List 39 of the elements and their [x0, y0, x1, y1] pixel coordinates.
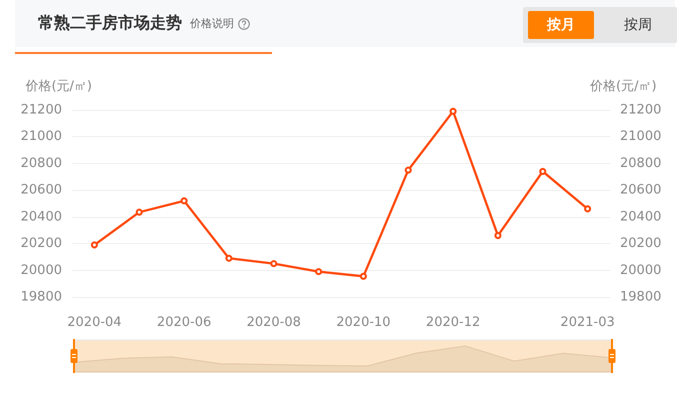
y2-tick-label: 19800	[620, 290, 662, 304]
y-tick-label: 20200	[20, 236, 62, 252]
y-tick-label: 19800	[20, 290, 62, 304]
y2-tick-label: 20800	[620, 156, 662, 171]
x-tick-label: 2021-03	[560, 315, 615, 330]
y2-tick-label: 20200	[620, 236, 662, 252]
y2-tick-label: 20000	[620, 262, 662, 278]
point	[270, 260, 278, 268]
point	[404, 166, 412, 174]
x-tick-label: 2020-04	[67, 315, 122, 330]
point	[450, 108, 457, 115]
point	[180, 197, 188, 204]
y-axis-title: 价格(元/㎡)	[24, 79, 92, 94]
x-tick-label: 2020-10	[336, 315, 391, 330]
chart-title: 常熟二手房市场走势	[38, 13, 182, 33]
toggle-button[interactable]: 按周	[605, 11, 671, 39]
point	[494, 232, 502, 240]
point	[136, 208, 143, 216]
y-tick-label: 20400	[20, 209, 62, 224]
point	[584, 205, 592, 212]
point	[90, 241, 98, 248]
point	[539, 168, 546, 175]
y2-tick-label: 21200	[620, 102, 662, 118]
x-tick-label: 2020-12	[426, 315, 480, 330]
y2-tick-label: 20400	[620, 209, 662, 224]
y-tick-label: 20000	[20, 262, 62, 278]
y-tick-label: 21200	[20, 102, 62, 118]
y2-axis-title: 价格(元/㎡)	[589, 79, 657, 94]
point	[315, 268, 322, 276]
x-tick-label: 2020-08	[246, 315, 301, 330]
y-tick-label: 20800	[20, 156, 62, 171]
point	[360, 272, 367, 280]
y2-tick-label: 20600	[620, 182, 662, 198]
y2-tick-label: 21000	[620, 129, 662, 144]
y-tick-label: 20600	[20, 182, 62, 198]
x-tick-label: 2020-06	[156, 315, 212, 330]
y-tick-label: 21000	[20, 129, 62, 144]
point	[225, 254, 232, 262]
chart-subtitle: 价格说明	[190, 17, 234, 31]
